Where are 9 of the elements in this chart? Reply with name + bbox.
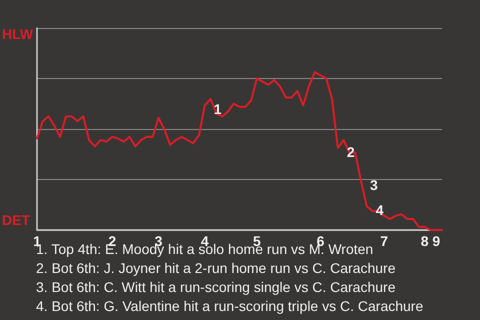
text: DET	[2, 212, 30, 228]
x-tick-label: 7	[380, 233, 388, 249]
text: 2. Bot 6th: J. Joyner hit a 2-run home run vs C. Carachure	[36, 259, 397, 278]
text: HLW	[2, 26, 34, 42]
annotation: 3	[370, 177, 378, 194]
text: 3. Bot 6th: C. Witt hit a run-scoring single vs C. Carachure	[36, 278, 396, 297]
x-tick-label: 9	[432, 233, 440, 249]
text: 4. Bot 6th: G. Valentine hit a run-scoring triple vs C. Carachure	[36, 297, 424, 316]
x-tick-label: 8	[420, 233, 429, 249]
